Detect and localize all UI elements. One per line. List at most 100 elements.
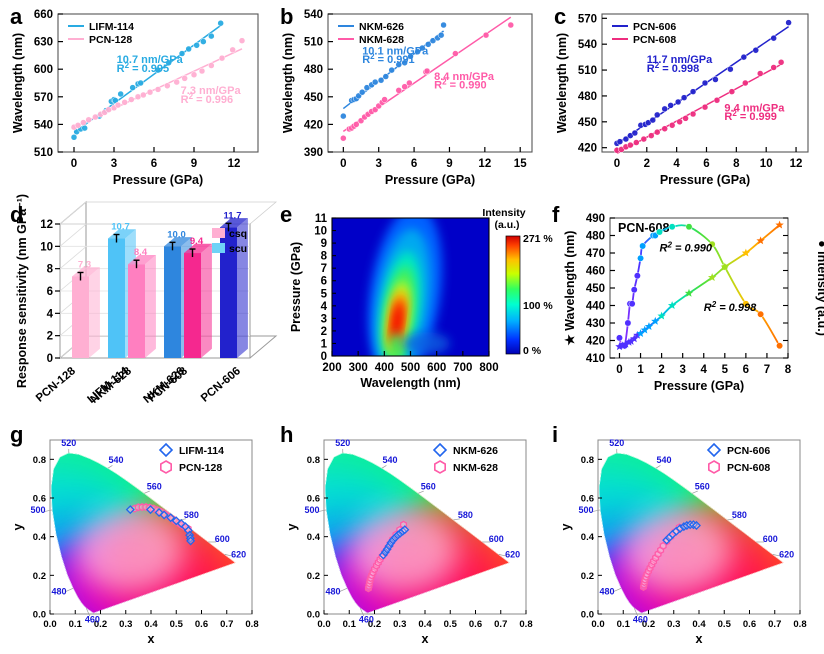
svg-text:0: 0 [616, 364, 622, 376]
svg-text:480: 480 [304, 64, 323, 76]
svg-text:0.8: 0.8 [519, 619, 532, 630]
svg-text:560: 560 [147, 481, 162, 491]
svg-text:490: 490 [586, 213, 605, 225]
svg-text:0.8: 0.8 [33, 455, 46, 466]
svg-text:0.8: 0.8 [307, 455, 320, 466]
panel-c-chart: 0 2 4 6 8 10 12 420 450 480 510 540 570 Pressure (GPa… [555, 13, 809, 187]
svg-text:10: 10 [314, 226, 327, 238]
svg-text:9.4: 9.4 [190, 236, 204, 247]
panel-b: b 0 3 6 9 12 15 390 420 450 480 510 540 Pressure (GP… [274, 0, 548, 196]
panel-b-label: b [280, 4, 294, 29]
svg-text:0.6: 0.6 [195, 619, 208, 630]
svg-text:0.3: 0.3 [393, 619, 406, 630]
svg-text:0.6: 0.6 [581, 494, 594, 505]
svg-text:12: 12 [790, 158, 803, 170]
svg-text:y: y [559, 523, 573, 530]
svg-text:11.7: 11.7 [224, 210, 242, 221]
svg-text:NKM-626: NKM-626 [453, 445, 498, 457]
panel-g-label: g [10, 422, 24, 447]
svg-text:480: 480 [326, 586, 341, 596]
svg-text:0.2: 0.2 [33, 571, 46, 582]
svg-text:7.3: 7.3 [78, 259, 91, 270]
svg-text:6: 6 [703, 158, 709, 170]
panel-f-chart: 0 1 2 3 4 5 6 7 8 410 420 430 440 450 460 470 480 490 Pres… [563, 213, 824, 393]
panel-i: i 0.0 0.1 0.2 0.3 0.4 0.5 0.6 0.7 0.8 0.0 0.2 0.4 0.… [548, 418, 824, 654]
svg-text:10.1 nm/GPa: 10.1 nm/GPa [362, 45, 429, 57]
svg-text:csq: csq [229, 228, 247, 240]
svg-text:2: 2 [644, 158, 650, 170]
svg-text:560: 560 [695, 481, 710, 491]
svg-text:4: 4 [321, 301, 328, 313]
svg-text:15: 15 [514, 158, 527, 170]
svg-text:460: 460 [85, 614, 100, 624]
svg-text:9: 9 [191, 158, 197, 170]
svg-text:PCN-128: PCN-128 [34, 365, 78, 405]
svg-text:0: 0 [340, 158, 346, 170]
svg-text:6: 6 [321, 276, 327, 288]
svg-text:0.7: 0.7 [768, 619, 781, 630]
svg-text:9: 9 [321, 238, 327, 250]
svg-text:0.4: 0.4 [144, 619, 158, 630]
panel-a-label: a [10, 4, 23, 29]
svg-text:450: 450 [304, 92, 323, 104]
svg-text:0.4: 0.4 [33, 532, 47, 543]
svg-text:600: 600 [489, 534, 504, 544]
svg-text:600: 600 [215, 534, 230, 544]
svg-text:R2 = 0.990: R2 = 0.990 [660, 240, 713, 254]
svg-text:0.0: 0.0 [591, 619, 604, 630]
svg-text:Wavelength (nm): Wavelength (nm) [281, 33, 295, 133]
svg-text:600: 600 [427, 362, 446, 374]
svg-text:480: 480 [52, 586, 67, 596]
panel-i-label: i [552, 422, 559, 447]
svg-text:620: 620 [231, 549, 246, 559]
svg-text:7.3 nm/GPa: 7.3 nm/GPa [181, 85, 242, 97]
svg-text:0.2: 0.2 [581, 571, 594, 582]
svg-text:0.6: 0.6 [469, 619, 482, 630]
svg-text:7: 7 [321, 263, 327, 275]
svg-text:440: 440 [586, 301, 605, 313]
svg-text:300: 300 [349, 362, 368, 374]
svg-text:7: 7 [764, 364, 770, 376]
svg-text:540: 540 [382, 455, 397, 465]
svg-text:PCN-128: PCN-128 [179, 462, 222, 474]
svg-text:0.5: 0.5 [444, 619, 458, 630]
svg-text:NKM-628: NKM-628 [359, 34, 404, 46]
svg-text:PCN-606: PCN-606 [199, 365, 243, 405]
svg-text:Pressure (GPa): Pressure (GPa) [289, 242, 303, 332]
svg-text:500: 500 [579, 505, 594, 515]
svg-text:430: 430 [586, 318, 605, 330]
panel-g-chart: 0.0 0.1 0.2 0.3 0.4 0.5 0.6 0.7 0.8 0.0 0.2 0.4 0.6 0… [11, 438, 259, 646]
svg-text:PCN-608: PCN-608 [633, 34, 676, 46]
svg-text:520: 520 [609, 438, 624, 448]
svg-text:12: 12 [228, 158, 241, 170]
svg-text:6: 6 [411, 158, 417, 170]
svg-text:580: 580 [184, 510, 199, 520]
svg-text:12: 12 [40, 219, 53, 231]
svg-text:PCN-608: PCN-608 [727, 462, 770, 474]
svg-text:NKM-628: NKM-628 [89, 365, 135, 406]
svg-text:Response sensitivity (nm GPa⁻¹: Response sensitivity (nm GPa⁻¹) [15, 194, 29, 388]
svg-text:6: 6 [743, 364, 749, 376]
panel-b-chart: 0 3 6 9 12 15 390 420 450 480 510 540 Pressure (GPa)… [281, 9, 533, 187]
svg-text:0.0: 0.0 [581, 610, 594, 621]
svg-text:10.7 nm/GPa: 10.7 nm/GPa [117, 54, 184, 66]
svg-text:0: 0 [71, 158, 77, 170]
series-points [70, 19, 224, 141]
svg-text:0.3: 0.3 [667, 619, 680, 630]
svg-text:3: 3 [679, 364, 685, 376]
svg-text:271 %: 271 % [523, 233, 553, 245]
panel-a-chart: 0 3 6 9 12 510 540 570 600 630 660 Pressure (GPa) Wa… [11, 9, 259, 187]
svg-text:11.7 nm/GPa: 11.7 nm/GPa [647, 54, 713, 66]
svg-text:Pressure (GPa): Pressure (GPa) [654, 379, 744, 393]
svg-text:0.6: 0.6 [307, 494, 320, 505]
svg-text:420: 420 [578, 143, 597, 155]
svg-text:0 %: 0 % [523, 345, 542, 357]
svg-text:0.3: 0.3 [119, 619, 132, 630]
panel-f-label: f [552, 202, 560, 227]
svg-text:Intensity: Intensity [482, 207, 525, 219]
svg-text:0.5: 0.5 [718, 619, 732, 630]
svg-text:NKM-626: NKM-626 [359, 21, 404, 33]
svg-text:x: x [148, 632, 155, 646]
svg-text:3: 3 [376, 158, 382, 170]
